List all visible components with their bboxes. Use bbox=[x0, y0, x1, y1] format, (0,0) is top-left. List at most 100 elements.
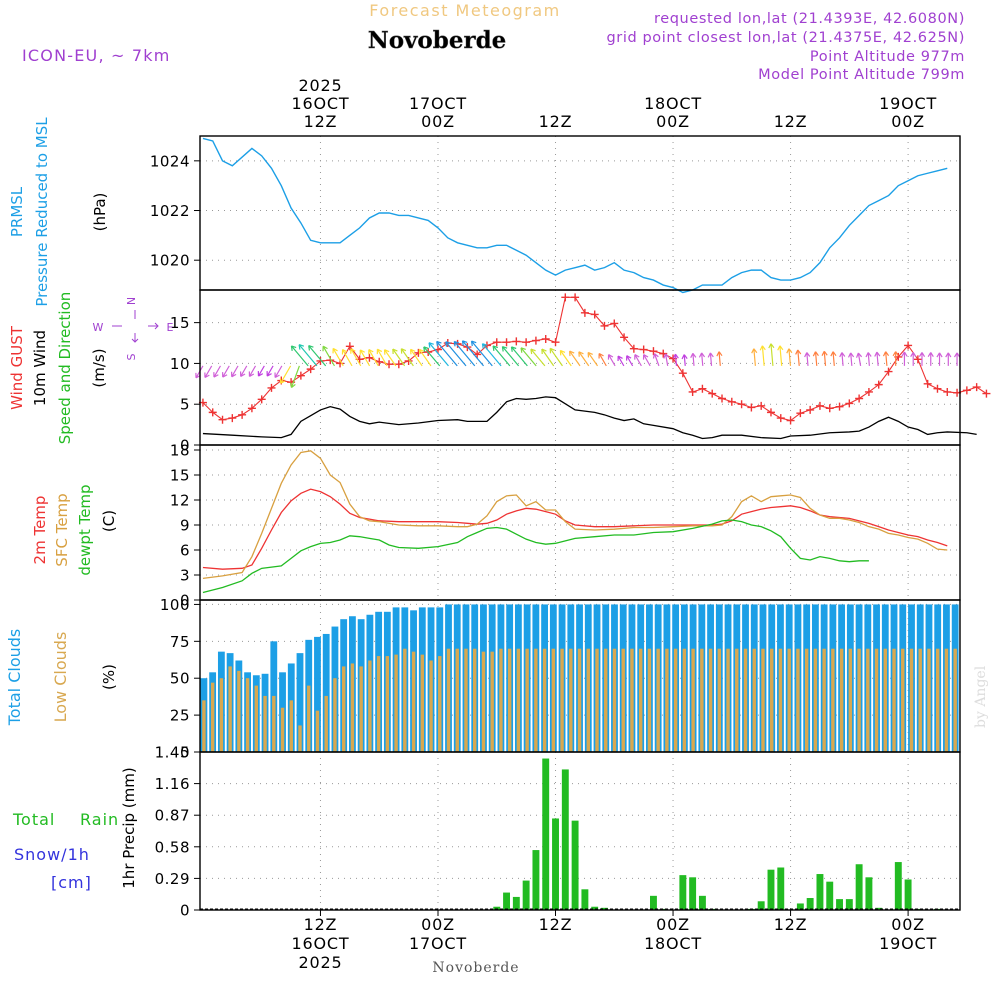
wind-direction-arrow bbox=[520, 347, 537, 367]
gust-marker bbox=[786, 416, 795, 425]
low-cloud-bar bbox=[446, 648, 451, 752]
y-tick-label: 0 bbox=[180, 902, 190, 920]
model-label: ICON-EU, ~ 7km bbox=[22, 46, 171, 65]
low-cloud-bar bbox=[717, 648, 722, 752]
gust-label: Wind GUST bbox=[8, 325, 26, 410]
top-time-label: 12Z bbox=[304, 112, 338, 131]
low-cloud-bar bbox=[280, 707, 285, 752]
wind-direction-arrow bbox=[777, 345, 784, 366]
y-tick-label: 0 bbox=[180, 744, 190, 762]
y-tick-label: 12 bbox=[170, 492, 190, 510]
y-tick-label: 1022 bbox=[150, 202, 190, 220]
gust-marker bbox=[365, 353, 374, 362]
wind-direction-arrow bbox=[910, 352, 917, 366]
gust-marker bbox=[522, 338, 531, 347]
low-cloud-bar bbox=[665, 648, 669, 752]
wind-direction-arrow bbox=[530, 348, 546, 367]
gust-marker bbox=[825, 404, 834, 413]
y-tick-label: 1024 bbox=[150, 152, 190, 170]
gust-marker bbox=[806, 405, 815, 414]
wind-direction-arrow bbox=[481, 343, 502, 367]
bottom-time-label: 00Z bbox=[421, 915, 455, 934]
panel-1 bbox=[194, 136, 960, 290]
rain-bar bbox=[826, 881, 834, 910]
gust-marker bbox=[580, 308, 589, 317]
low-cloud-bar bbox=[499, 648, 503, 752]
grid-point-coords: grid point closest lon,lat (21.4375E, 42… bbox=[606, 30, 965, 46]
wind-direction-arrow bbox=[248, 365, 257, 377]
top-time-label: 19OCT bbox=[879, 94, 937, 113]
gust-marker bbox=[815, 401, 824, 410]
gust-marker bbox=[639, 345, 648, 354]
top-time-label: 16OCT bbox=[292, 94, 350, 113]
gust-marker bbox=[884, 367, 893, 376]
low-cloud-bar bbox=[586, 648, 590, 752]
gust-marker bbox=[962, 386, 971, 395]
rain-bar bbox=[503, 892, 511, 910]
gust-marker bbox=[688, 387, 697, 396]
low-cloud-bar bbox=[577, 648, 582, 752]
low-cloud-bar bbox=[202, 700, 206, 752]
low-cloud-bar bbox=[507, 648, 512, 752]
top-time-label: 2025 bbox=[299, 76, 343, 95]
rain-bar bbox=[552, 818, 559, 910]
wind-direction-arrow bbox=[707, 352, 714, 366]
rain-bar bbox=[698, 895, 706, 910]
low-cloud-bar bbox=[761, 648, 765, 752]
low-cloud-bar bbox=[953, 648, 957, 752]
pressure-line bbox=[202, 137, 948, 294]
rain-label: Rain bbox=[80, 810, 119, 829]
wind-direction-arrow bbox=[663, 353, 670, 366]
bottom-time-label: 12Z bbox=[539, 915, 573, 934]
low-cloud-bar bbox=[228, 666, 232, 752]
pressure-label-long: Pressure Reduced to MSL bbox=[33, 117, 51, 307]
low-cloud-bar bbox=[429, 660, 433, 752]
bottom-time-label: 12Z bbox=[774, 915, 808, 934]
snow-unit: [cm] bbox=[51, 873, 92, 892]
gust-marker bbox=[766, 408, 775, 417]
gust-marker bbox=[757, 401, 766, 410]
low-cloud-bar bbox=[700, 648, 704, 752]
low-cloud-bar bbox=[909, 648, 914, 752]
wind-direction-arrow bbox=[409, 348, 423, 367]
low-cloud-bar bbox=[420, 654, 425, 752]
wind-direction-arrow bbox=[492, 345, 511, 367]
precip-unit: 1hr Precip (mm) bbox=[120, 767, 138, 888]
low-cloud-bar bbox=[542, 648, 547, 752]
low-cloud-bar bbox=[219, 678, 224, 752]
gust-marker bbox=[512, 337, 521, 346]
panel-3 bbox=[194, 445, 960, 601]
low-cloud-bar bbox=[691, 648, 695, 752]
low-cloud-bar bbox=[245, 678, 250, 752]
gust-marker bbox=[708, 389, 717, 398]
compass-s: S bbox=[125, 353, 138, 360]
wind-direction-arrow bbox=[927, 352, 934, 366]
low-cloud-bar bbox=[813, 648, 818, 752]
wind-direction-arrow bbox=[690, 352, 697, 366]
wind-direction-arrow bbox=[436, 340, 458, 367]
panel-border bbox=[199, 751, 961, 911]
gust-marker bbox=[394, 360, 403, 369]
rain-bar bbox=[679, 875, 687, 910]
low-cloud-bar bbox=[403, 648, 407, 752]
temp-2m-label: 2m Temp bbox=[31, 496, 49, 565]
wind-direction-arrow bbox=[308, 345, 327, 367]
top-time-label: 17OCT bbox=[409, 94, 467, 113]
gust-marker bbox=[904, 341, 913, 350]
y-tick-label: 15 bbox=[170, 467, 190, 485]
footer-location: Novoberde bbox=[432, 960, 519, 976]
wind-direction-arrow bbox=[332, 347, 344, 367]
rain-bar bbox=[581, 889, 589, 910]
wind-direction-arrow bbox=[470, 340, 493, 367]
wind-direction-arrow bbox=[298, 344, 318, 367]
wind-direction-arrow bbox=[257, 365, 265, 377]
wind-direction-arrow bbox=[855, 352, 863, 366]
wind-direction-arrow bbox=[865, 352, 872, 366]
wind-direction-arrow bbox=[418, 348, 432, 367]
wind-direction-arrow bbox=[587, 351, 599, 367]
low-cloud-bar bbox=[551, 648, 556, 752]
rain-bar bbox=[757, 901, 765, 910]
gust-marker bbox=[228, 414, 237, 423]
rain-bar bbox=[806, 898, 814, 910]
gust-marker bbox=[698, 384, 707, 393]
